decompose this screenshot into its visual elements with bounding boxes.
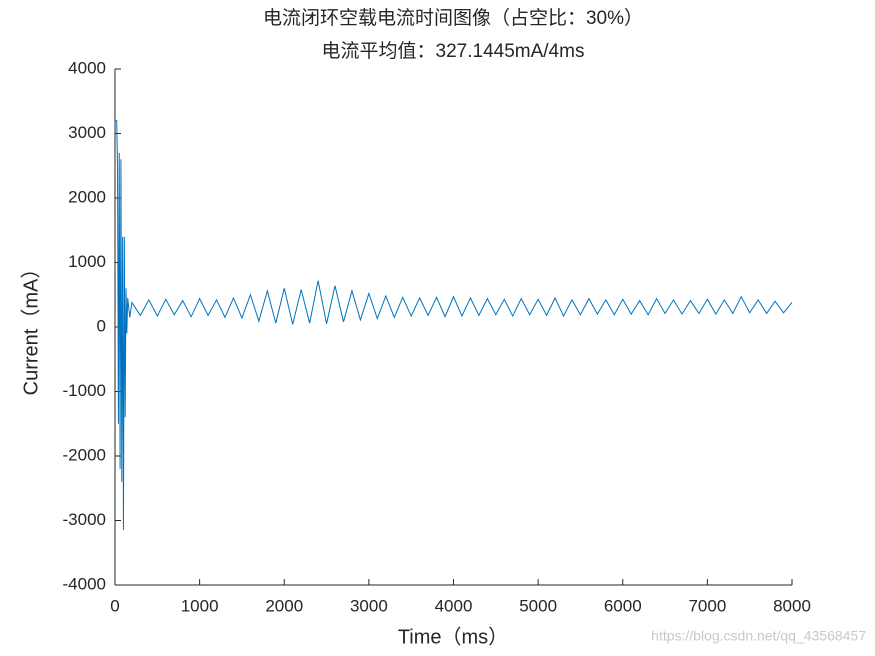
y-axis-label: Current（mA） [19, 259, 42, 396]
y-tick-label: 4000 [68, 58, 106, 77]
y-tick-label: 3000 [68, 123, 106, 142]
y-tick-label: 2000 [68, 187, 106, 206]
x-tick-label: 4000 [435, 596, 473, 615]
chart-subtitle: 电流平均值：327.1445mA/4ms [322, 40, 585, 62]
x-tick-label: 8000 [773, 596, 811, 615]
x-tick-label: 5000 [519, 596, 557, 615]
x-axis-label: Time（ms） [398, 625, 508, 648]
x-tick-label: 2000 [265, 596, 303, 615]
x-tick-label: 0 [110, 596, 119, 615]
y-tick-label: -1000 [63, 381, 106, 400]
y-tick-label: -4000 [63, 574, 106, 593]
current-line [115, 120, 793, 531]
watermark: https://blog.csdn.net/qq_43568457 [651, 628, 866, 644]
x-tick-label: 6000 [604, 596, 642, 615]
x-tick-label: 7000 [688, 596, 726, 615]
x-tick-label: 1000 [181, 596, 219, 615]
y-tick-label: -2000 [63, 445, 106, 464]
y-tick-label: -3000 [63, 510, 106, 529]
y-tick-label: 0 [97, 316, 106, 335]
y-tick-label: 1000 [68, 252, 106, 271]
chart-title: 电流闭环空载电流时间图像（占空比：30%） [263, 7, 643, 29]
x-tick-label: 3000 [350, 596, 388, 615]
